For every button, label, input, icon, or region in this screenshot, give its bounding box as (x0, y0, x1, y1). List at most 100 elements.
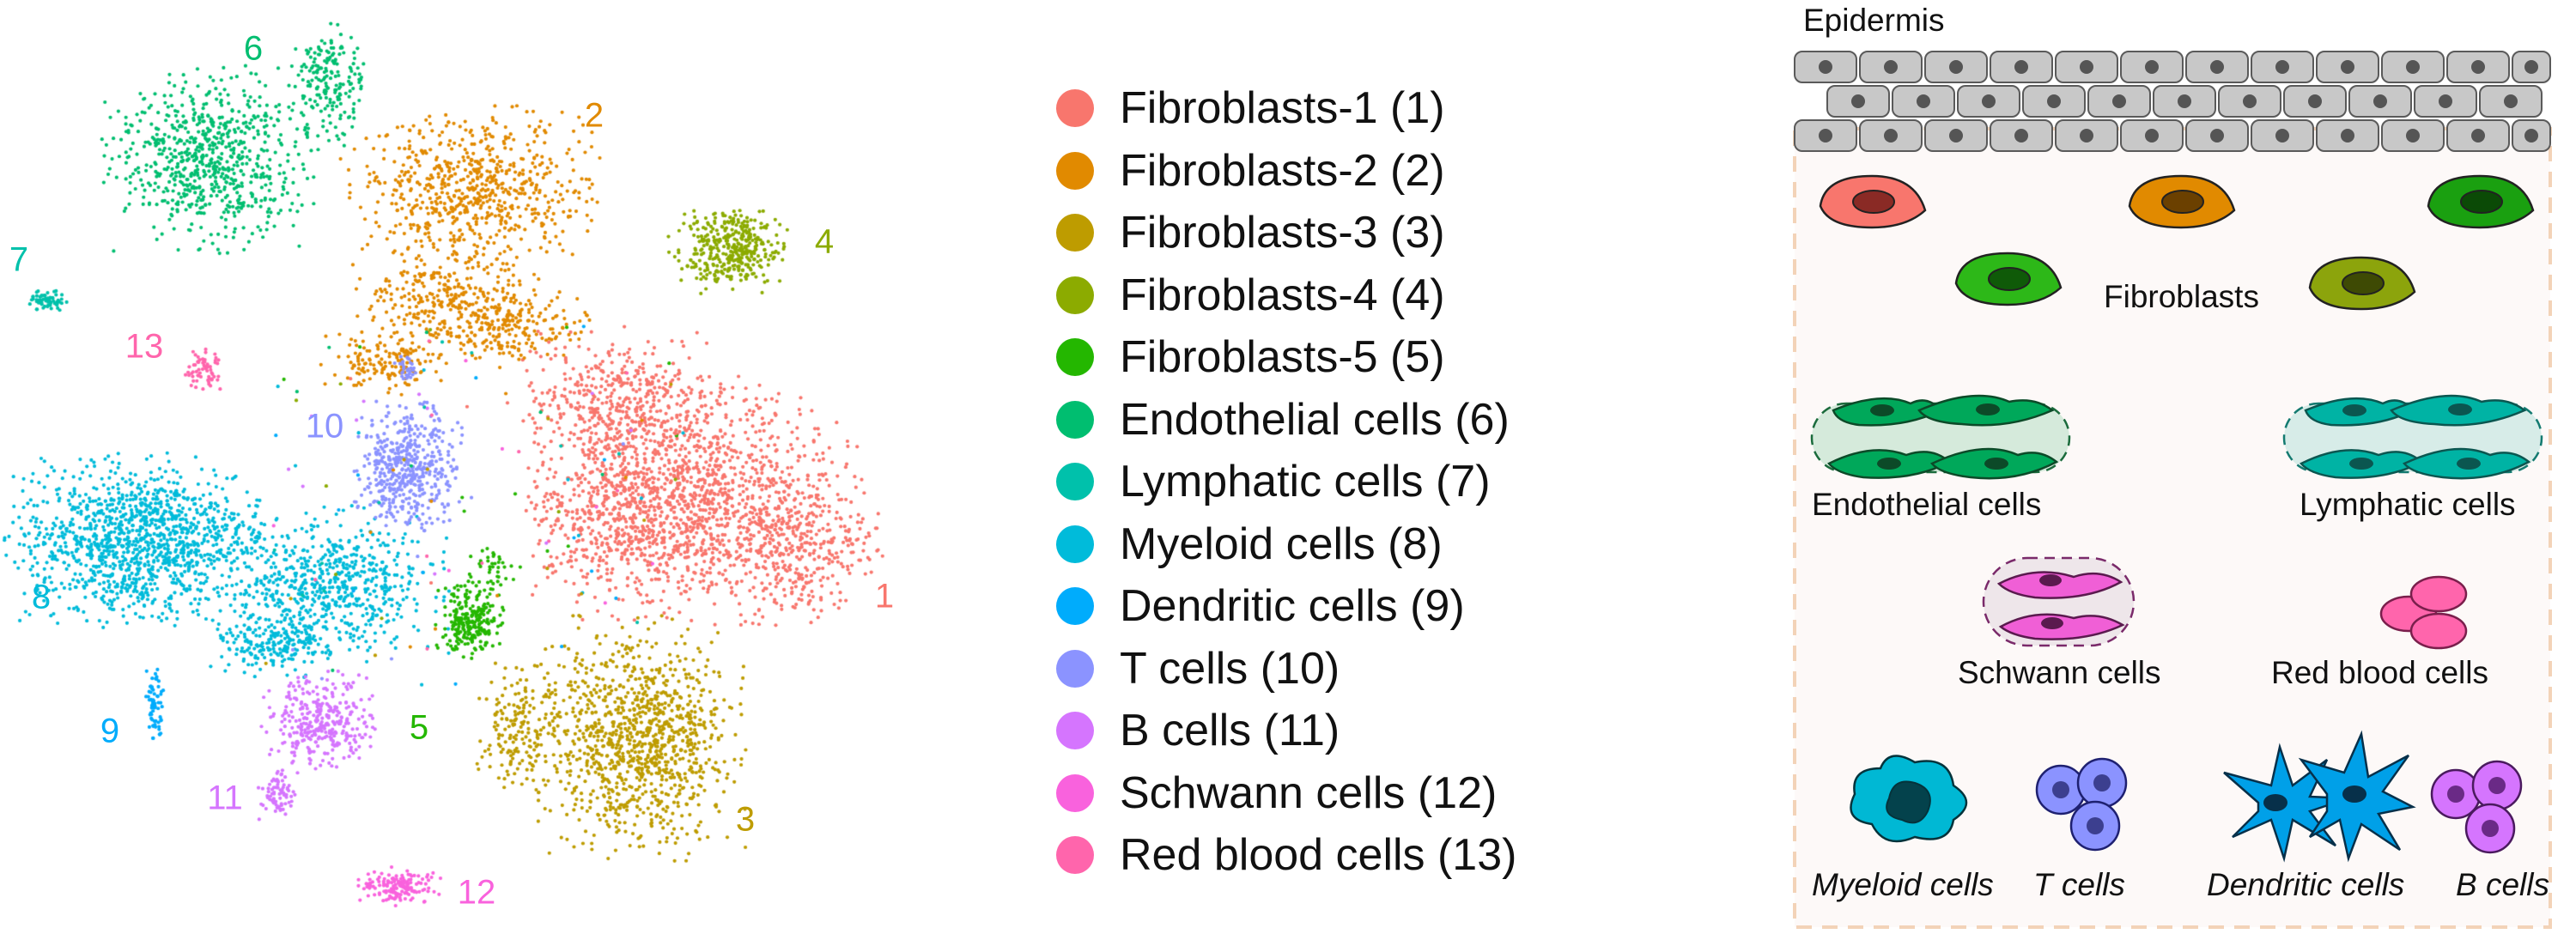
skin-cell-schematic: Epidermis Fibroblasts (1793, 3, 2552, 929)
epidermis-cell-nucleus (1917, 94, 1930, 108)
endothelial-vessel (1810, 394, 2071, 480)
cluster-label-12: 12 (457, 873, 496, 912)
legend-item: Fibroblasts-2 (2) (1056, 140, 1614, 203)
lymphatic-vessel (2282, 394, 2543, 480)
fibroblast-cell-4 (1954, 252, 2063, 306)
epidermis-cell-nucleus (2080, 60, 2093, 74)
epidermis-cell-nucleus (2112, 94, 2126, 108)
cluster-label-2: 2 (584, 96, 605, 135)
cluster-label-6: 6 (243, 29, 264, 68)
cluster-legend: Fibroblasts-1 (1) Fibroblasts-2 (2) Fibrob… (1056, 77, 1614, 887)
legend-color-dot (1056, 400, 1094, 439)
dendritic-label: Dendritic cells (2207, 867, 2404, 902)
legend-color-dot (1056, 587, 1094, 626)
fibroblast-cell-5 (2308, 256, 2416, 311)
epidermis-cell-nucleus (2373, 94, 2387, 108)
epidermis-label: Epidermis (1803, 3, 1945, 38)
epidermis-cell-nucleus (2524, 60, 2538, 74)
legend-label: Myeloid cells (8) (1120, 519, 1443, 569)
legend-label: Lymphatic cells (7) (1120, 457, 1491, 507)
epidermis-cell-nucleus (2210, 60, 2224, 74)
fibroblasts-label: Fibroblasts (2104, 279, 2259, 314)
legend-label: Fibroblasts-2 (2) (1120, 145, 1445, 196)
legend-color-dot (1056, 649, 1094, 688)
schwann-cells (1982, 556, 2136, 647)
legend-item: Fibroblasts-3 (3) (1056, 202, 1614, 264)
cluster-label-5: 5 (409, 708, 429, 747)
legend-item: B cells (11) (1056, 700, 1614, 762)
legend-color-dot (1056, 214, 1094, 252)
epidermis-cell-nucleus (2145, 60, 2159, 74)
lymphatic-label: Lymphatic cells (2300, 487, 2516, 522)
legend-color-dot (1056, 89, 1094, 128)
legend-color-dot (1056, 773, 1094, 812)
epidermis-cell-nucleus (2406, 129, 2420, 143)
legend-item: Myeloid cells (8) (1056, 513, 1614, 576)
legend-item: Schwann cells (12) (1056, 762, 1614, 825)
t-cells (2035, 757, 2128, 852)
tsne-scatter-panel: 1 2 3 4 5 6 7 8 9 10 11 12 13 (0, 0, 945, 930)
legend-item: Fibroblasts-4 (4) (1056, 264, 1614, 327)
epidermis-cell-nucleus (1819, 60, 1832, 74)
cluster-label-11: 11 (207, 779, 243, 817)
epidermis-cell-nucleus (1851, 94, 1865, 108)
cluster-label-7: 7 (9, 240, 29, 279)
epidermis-cell-nucleus (2178, 94, 2191, 108)
epidermis-cell-nucleus (2524, 129, 2538, 143)
legend-color-dot (1056, 276, 1094, 314)
fibroblast-cells (1819, 174, 2535, 311)
endothelial-label: Endothelial cells (1812, 487, 2041, 522)
cluster-label-9: 9 (100, 712, 120, 750)
epidermis-cell-nucleus (2047, 94, 2061, 108)
cluster-label-3: 3 (735, 800, 756, 839)
epidermis-cell-nucleus (2308, 94, 2322, 108)
legend-item: Dendritic cells (9) (1056, 575, 1614, 638)
legend-color-dot (1056, 525, 1094, 563)
legend-color-dot (1056, 836, 1094, 875)
epidermis-cell-nucleus (1819, 129, 1832, 143)
epidermis-cell-nucleus (1884, 60, 1898, 74)
epidermis-cell-nucleus (2014, 60, 2028, 74)
bcells-label: B cells (2456, 867, 2549, 902)
legend-label: T cells (10) (1120, 643, 1340, 694)
epidermis-cell-nucleus (2471, 129, 2485, 143)
cluster-label-10: 10 (305, 407, 344, 446)
legend-label: Fibroblasts-5 (5) (1120, 332, 1445, 383)
epidermis-cell-nucleus (1982, 94, 1996, 108)
legend-color-dot (1056, 338, 1094, 377)
legend-item: Fibroblasts-1 (1) (1056, 77, 1614, 140)
legend-label: Dendritic cells (9) (1120, 581, 1465, 632)
legend-item: T cells (10) (1056, 638, 1614, 700)
epidermis-cell-nucleus (2471, 60, 2485, 74)
legend-item: Endothelial cells (6) (1056, 389, 1614, 452)
legend-item: Lymphatic cells (7) (1056, 451, 1614, 513)
legend-color-dot (1056, 151, 1094, 190)
epidermis-cell-nucleus (2341, 60, 2354, 74)
epidermis-cell-nucleus (1884, 129, 1898, 143)
legend-color-dot (1056, 712, 1094, 750)
epidermis-cell-nucleus (1949, 60, 1963, 74)
dermis-region (1793, 127, 2552, 929)
fibroblast-cell-2 (2128, 174, 2236, 229)
fibroblast-cell-1 (1819, 174, 1927, 229)
epidermis-cell-nucleus (2145, 129, 2159, 143)
epidermis-cell-nucleus (2341, 129, 2354, 143)
epidermis-cell-nucleus (2243, 94, 2257, 108)
epidermis-cell-nucleus (1949, 129, 1963, 143)
epidermis-cell-nucleus (2439, 94, 2452, 108)
legend-item: Red blood cells (13) (1056, 824, 1614, 887)
legend-label: Fibroblasts-3 (3) (1120, 208, 1445, 258)
cluster-label-4: 4 (814, 222, 835, 261)
legend-label: Fibroblasts-1 (1) (1120, 83, 1445, 134)
cluster-label-13: 13 (125, 327, 164, 366)
legend-item: Fibroblasts-5 (5) (1056, 326, 1614, 389)
fibroblast-cell-3 (2427, 174, 2535, 229)
epidermis-cell-layer (1794, 51, 2551, 152)
red-blood-cells (2379, 575, 2468, 650)
epidermis-cell-nucleus (2014, 129, 2028, 143)
tcells-label: T cells (2033, 867, 2125, 902)
tsne-scatter-plot (0, 0, 945, 930)
legend-color-dot (1056, 463, 1094, 501)
epidermis-cell-nucleus (2210, 129, 2224, 143)
rbc-label: Red blood cells (2271, 655, 2488, 690)
